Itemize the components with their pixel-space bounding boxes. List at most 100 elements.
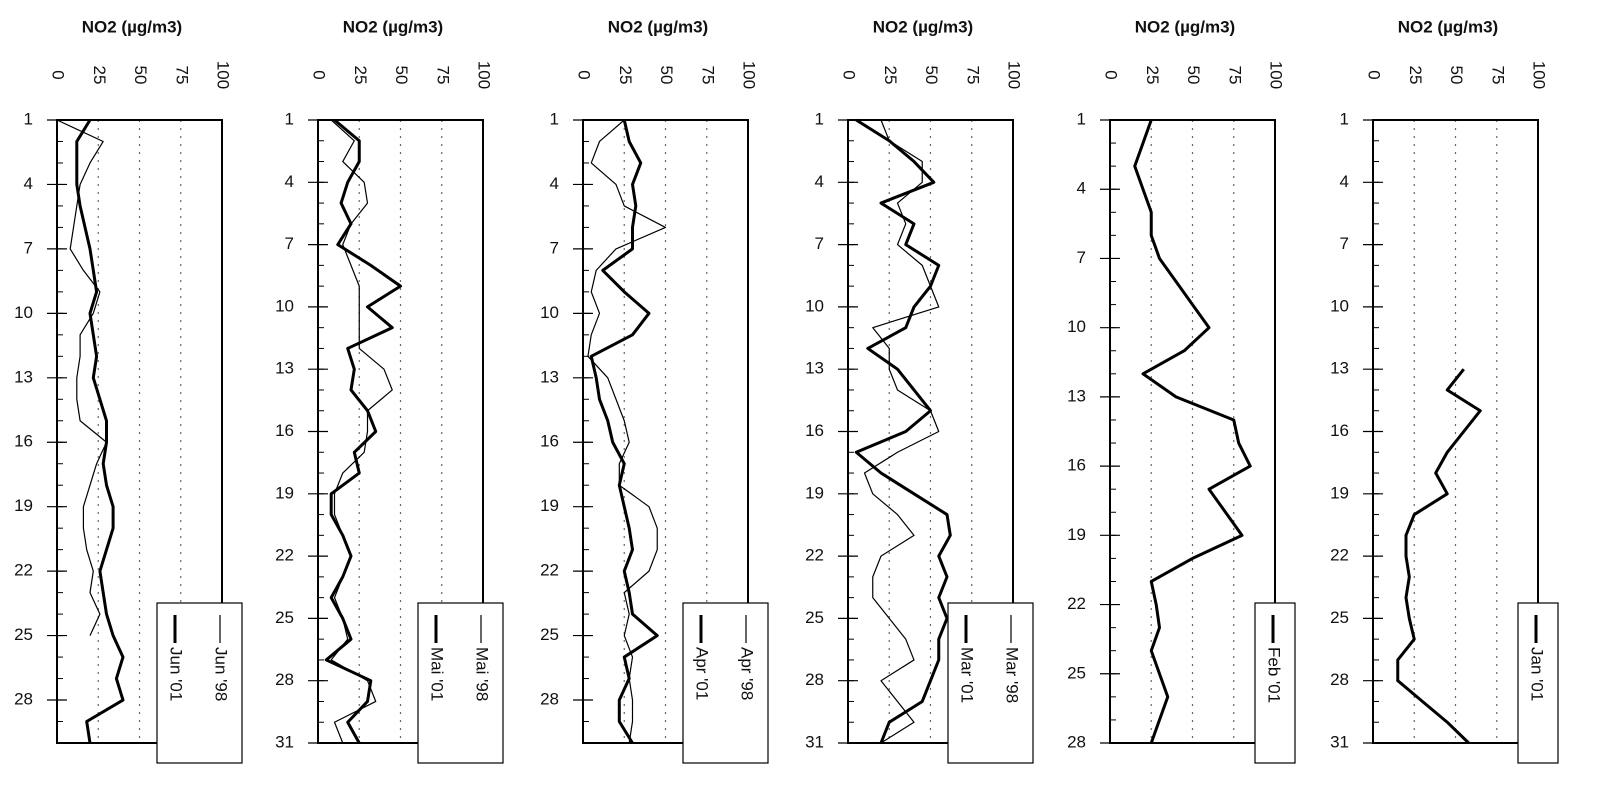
legend-box — [947, 602, 1034, 764]
chart-title: NO2 (µg/m3) — [1135, 17, 1235, 36]
y-tick-label: 28 — [805, 670, 824, 689]
y-tick-label: 4 — [815, 172, 824, 191]
y-tick-label: 1 — [24, 109, 33, 128]
series-line — [1133, 119, 1252, 744]
x-tick-label: 100 — [475, 61, 494, 89]
x-tick-label: 25 — [1143, 66, 1162, 85]
y-tick-label: 1 — [815, 109, 824, 128]
y-tick-label: 4 — [24, 174, 33, 193]
y-tick-label: 7 — [1077, 248, 1086, 267]
y-tick-label: 1 — [550, 109, 559, 128]
legend-label: Mai '98 — [473, 647, 492, 701]
x-tick-label: 50 — [392, 66, 411, 85]
x-tick-label: 0 — [310, 70, 329, 79]
y-tick-label: 7 — [285, 234, 294, 253]
y-tick-label: 13 — [275, 359, 294, 378]
y-tick-label: 25 — [275, 608, 294, 627]
chart-title: NO2 (µg/m3) — [82, 17, 182, 36]
y-tick-label: 19 — [1067, 525, 1086, 544]
y-tick-label: 22 — [1330, 546, 1349, 565]
plot-frame — [582, 119, 749, 744]
y-tick-label: 25 — [805, 608, 824, 627]
y-tick-label: 13 — [1330, 359, 1349, 378]
x-tick-label: 50 — [1447, 66, 1466, 85]
y-tick-label: 25 — [540, 625, 559, 644]
y-tick-label: 25 — [1330, 608, 1349, 627]
y-tick-label: 16 — [1067, 456, 1086, 475]
plot-frame — [1372, 119, 1539, 744]
plot-frame — [1109, 119, 1276, 744]
x-tick-label: 75 — [698, 66, 717, 85]
x-tick-label: 0 — [840, 70, 859, 79]
x-tick-label: 0 — [1102, 70, 1121, 79]
series-line — [56, 119, 108, 636]
y-tick-label: 4 — [1340, 172, 1349, 191]
y-tick-label: 10 — [275, 296, 294, 315]
y-tick-label: 31 — [275, 732, 294, 751]
y-tick-label: 28 — [1330, 670, 1349, 689]
x-tick-label: 100 — [1005, 61, 1024, 89]
y-tick-label: 13 — [14, 367, 33, 386]
chart-title: NO2 (µg/m3) — [1398, 17, 1498, 36]
y-tick-label: 1 — [1077, 109, 1086, 128]
x-tick-label: 100 — [740, 61, 759, 89]
y-tick-label: 19 — [14, 496, 33, 515]
y-tick-label: 7 — [24, 238, 33, 257]
y-tick-label: 22 — [1067, 594, 1086, 613]
x-tick-label: 100 — [1530, 61, 1549, 89]
legend-box — [417, 602, 504, 764]
x-tick-label: 100 — [1267, 61, 1286, 89]
y-tick-label: 16 — [275, 421, 294, 440]
y-tick-label: 10 — [1330, 296, 1349, 315]
chart-title: NO2 (µg/m3) — [343, 17, 443, 36]
y-tick-label: 1 — [1340, 109, 1349, 128]
legend-box — [682, 602, 769, 764]
y-tick-label: 7 — [1340, 234, 1349, 253]
x-tick-label: 100 — [214, 61, 233, 89]
y-tick-label: 25 — [14, 625, 33, 644]
x-tick-label: 50 — [1184, 66, 1203, 85]
series-line — [589, 119, 659, 744]
chart-title: NO2 (µg/m3) — [873, 17, 973, 36]
x-tick-label: 75 — [1488, 66, 1507, 85]
x-tick-label: 50 — [131, 66, 150, 85]
y-tick-label: 28 — [275, 670, 294, 689]
series-line — [863, 119, 940, 744]
y-tick-label: 16 — [1330, 421, 1349, 440]
x-tick-label: 25 — [881, 66, 900, 85]
y-tick-label: 4 — [550, 174, 559, 193]
x-tick-label: 50 — [657, 66, 676, 85]
x-tick-label: 25 — [90, 66, 109, 85]
y-tick-label: 28 — [14, 690, 33, 709]
y-tick-label: 4 — [1077, 179, 1086, 198]
y-tick-label: 10 — [1067, 317, 1086, 336]
legend-label: Mai '01 — [428, 647, 447, 701]
legend-label: Jan '01 — [1528, 647, 1547, 701]
legend-box — [1517, 602, 1559, 764]
y-tick-label: 16 — [805, 421, 824, 440]
x-tick-label: 75 — [172, 66, 191, 85]
series-line — [1396, 368, 1482, 745]
y-tick-label: 22 — [275, 546, 294, 565]
x-tick-label: 75 — [1225, 66, 1244, 85]
legend-label: Apr '01 — [693, 647, 712, 700]
series-line — [75, 119, 125, 744]
y-tick-label: 19 — [540, 496, 559, 515]
y-tick-label: 31 — [805, 732, 824, 751]
y-tick-label: 7 — [815, 234, 824, 253]
x-tick-label: 0 — [49, 70, 68, 79]
series-line — [324, 118, 402, 744]
y-tick-label: 13 — [805, 359, 824, 378]
y-tick-label: 22 — [540, 561, 559, 580]
y-tick-label: 10 — [14, 303, 33, 322]
chart-title: NO2 (µg/m3) — [608, 17, 708, 36]
y-tick-label: 7 — [550, 238, 559, 257]
y-tick-label: 4 — [285, 172, 294, 191]
x-tick-label: 75 — [433, 66, 452, 85]
y-tick-label: 16 — [540, 432, 559, 451]
x-tick-label: 75 — [963, 66, 982, 85]
legend-label: Mar '98 — [1003, 647, 1022, 703]
x-tick-label: 25 — [1406, 66, 1425, 85]
